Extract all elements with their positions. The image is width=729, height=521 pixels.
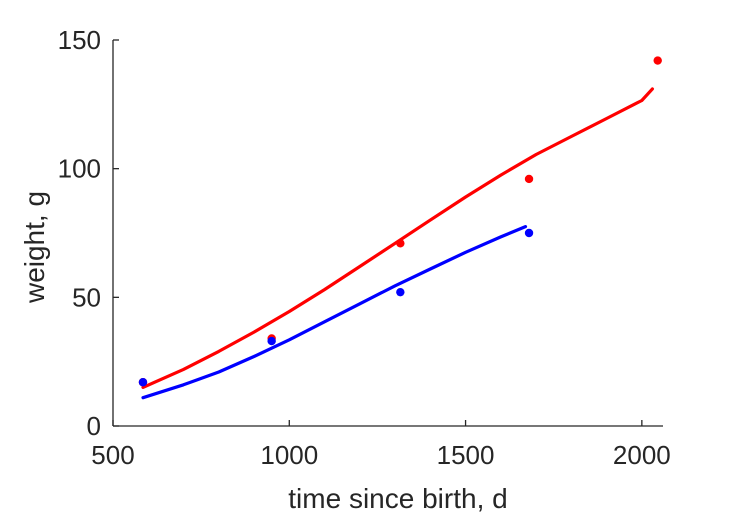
x-tick-label: 500 (91, 440, 134, 470)
y-axis-ticks: 0 50 100 150 (58, 25, 119, 441)
x-axis-label: time since birth, d (288, 483, 507, 514)
x-tick-label: 1000 (260, 440, 318, 470)
data-point (396, 239, 405, 248)
data-point (524, 228, 534, 238)
x-tick-label: 2000 (613, 440, 671, 470)
y-tick-label: 0 (87, 411, 101, 441)
series-0 (138, 56, 662, 389)
fit-line (141, 225, 528, 400)
y-tick-label: 50 (72, 282, 101, 312)
y-tick-label: 150 (58, 25, 101, 55)
series-1 (138, 225, 534, 400)
data-point (138, 378, 148, 387)
data-point (396, 287, 405, 297)
x-axis-ticks: 500 1000 1500 2000 (91, 420, 671, 470)
data-point (653, 56, 662, 65)
y-axis-label: weight, g (19, 191, 50, 304)
axes (112, 40, 663, 427)
x-tick-label: 1500 (437, 440, 495, 470)
series-layer (138, 56, 662, 400)
data-point (524, 174, 534, 184)
fit-line (141, 87, 654, 389)
data-point (267, 336, 276, 346)
y-tick-label: 100 (58, 154, 101, 184)
